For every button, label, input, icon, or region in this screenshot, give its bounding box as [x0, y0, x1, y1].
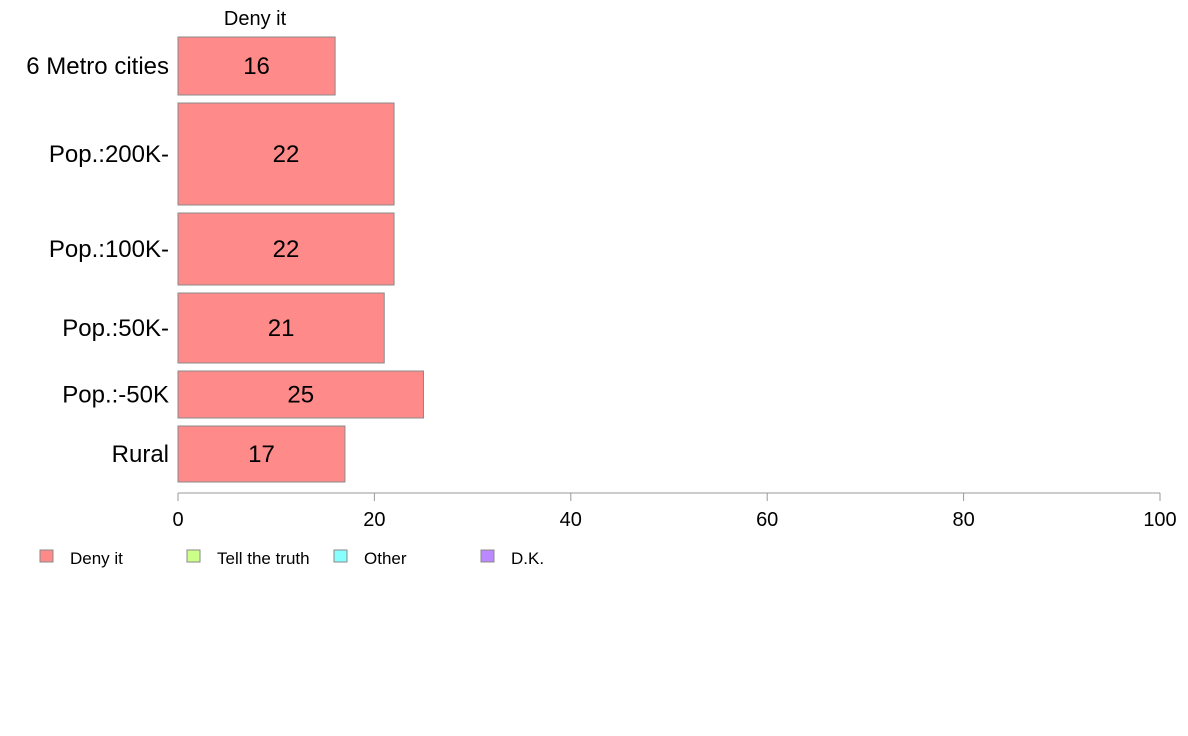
- bar-value-label: 22: [273, 141, 300, 168]
- column-header: Deny it: [224, 8, 287, 30]
- x-tick-label: 40: [560, 509, 582, 531]
- value-labels: 16 22 22 21 25 17: [243, 53, 314, 468]
- bar: [177, 425, 346, 483]
- legend-label: D.K.: [511, 549, 544, 568]
- legend-swatch: [186, 549, 201, 563]
- bar: [177, 292, 385, 364]
- x-tick-label: 80: [952, 509, 974, 531]
- category-label: Pop.:100K-: [49, 236, 169, 263]
- bar: [177, 102, 395, 206]
- bar-value-label: 17: [248, 441, 275, 468]
- category-label: 6 Metro cities: [26, 53, 169, 80]
- category-label: Pop.:200K-: [49, 141, 169, 168]
- category-label: Pop.:50K-: [62, 315, 169, 342]
- bar: [177, 370, 424, 419]
- legend-label: Tell the truth: [217, 549, 310, 568]
- legend-swatch: [39, 549, 54, 563]
- bars: [177, 36, 424, 483]
- legend: Deny it Tell the truth Other D.K.: [39, 549, 544, 568]
- x-tick-label: 60: [756, 509, 778, 531]
- x-tick-label: 100: [1143, 509, 1176, 531]
- legend-label: Other: [364, 549, 407, 568]
- bar: [177, 36, 336, 96]
- legend-label: Deny it: [70, 549, 123, 568]
- x-tick-label: 20: [363, 509, 385, 531]
- bar-value-label: 16: [243, 53, 270, 80]
- category-label: Rural: [112, 441, 169, 468]
- legend-swatch: [333, 549, 348, 563]
- category-label: Pop.:-50K: [62, 382, 169, 409]
- bar-value-label: 21: [268, 315, 295, 342]
- bar-value-label: 22: [273, 236, 300, 263]
- bar: [177, 212, 395, 286]
- x-tick-label: 0: [172, 509, 183, 531]
- x-axis: 0 20 40 60 80 100: [172, 492, 1177, 531]
- bar-value-label: 25: [287, 382, 314, 409]
- legend-swatch: [480, 549, 495, 563]
- category-labels: 6 Metro cities Pop.:200K- Pop.:100K- Pop.:5…: [26, 53, 169, 468]
